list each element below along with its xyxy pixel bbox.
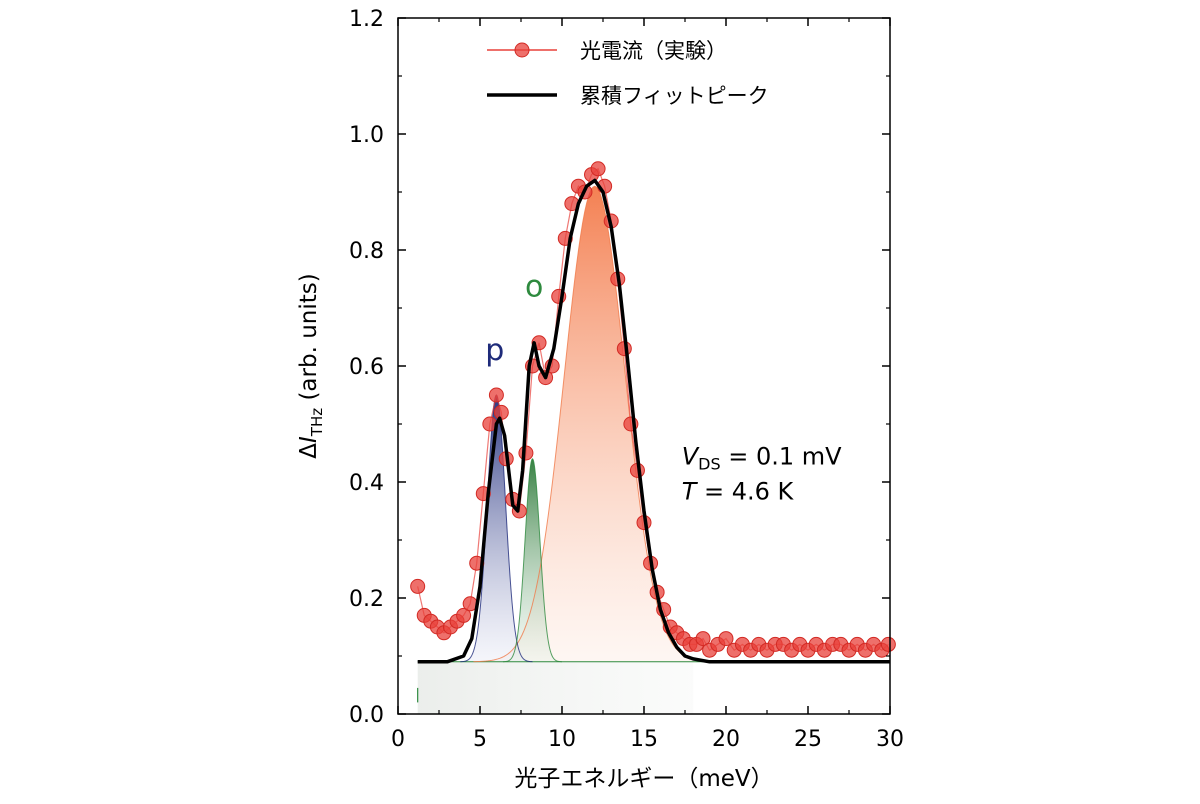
condition-vds-symbol: V [682,443,700,471]
fit-peak-o-outline [502,458,563,663]
x-axis-title: 光子エネルギー（meV） [514,766,773,792]
experimental-point [410,578,426,594]
y-tick-label: 0.8 [349,239,384,264]
cumulative-fit-line [417,178,890,664]
y-axis-title-symbol: I [296,436,322,443]
x-tick-label: 30 [876,727,904,752]
legend-experimental-marker [514,42,530,58]
experimental-point [493,404,509,420]
y-axis-title-subscript: THz [308,408,326,437]
fit-peak-p-fill [460,395,533,662]
legend: 光電流（実験） 累積フィットピーク [487,39,769,108]
fit-peak-o-fill [502,458,562,662]
x-tick-label: 15 [630,727,658,752]
experimental-point [456,607,472,623]
experimental-point [718,631,734,647]
y-axis: 0.0 0.2 0.4 0.6 0.8 1.0 1.2 [349,7,890,728]
condition-vds-value: = 0.1 mV [721,443,843,471]
legend-experimental-label: 光電流（実験） [580,39,727,63]
fit-peak-main-fill [473,186,717,662]
y-tick-label: 0.2 [349,587,384,612]
experimental-point [518,445,534,461]
y-tick-label: 0.4 [349,471,384,496]
peak-label-o: o [525,269,543,304]
fit-peak-fills [417,186,717,714]
y-tick-label: 1.0 [349,123,384,148]
x-tick-label: 20 [712,727,740,752]
y-tick-label: 0.6 [349,355,384,380]
x-axis: 0 5 10 15 20 25 30 [391,18,904,752]
condition-vds: VDS = 0.1 mV [682,443,842,474]
legend-fit-label: 累積フィットピーク [580,84,769,108]
x-tick-label: 0 [391,727,405,752]
y-axis-title-delta: Δ [296,443,322,459]
experimental-point [695,631,711,647]
experimental-point [590,161,606,177]
condition-temperature: T = 4.6 K [682,477,795,505]
y-tick-label: 1.2 [349,7,384,32]
x-tick-label: 25 [794,727,822,752]
peak-label-p: p [485,333,504,368]
condition-vds-subscript: DS [698,455,720,474]
y-tick-label: 0.0 [349,703,384,728]
y-axis-title-rest: (arb. units) [296,273,322,408]
condition-temperature-symbol: T [682,477,699,505]
y-axis-title: ΔITHz (arb. units) [296,273,326,458]
condition-temperature-value: = 4.6 K [696,477,794,505]
experimental-point [880,636,896,652]
cumulative-fit-series [417,178,890,664]
x-tick-label: 5 [473,727,487,752]
baseline-fill [417,661,694,714]
experimental-point [488,387,504,403]
x-tick-label: 10 [548,727,576,752]
